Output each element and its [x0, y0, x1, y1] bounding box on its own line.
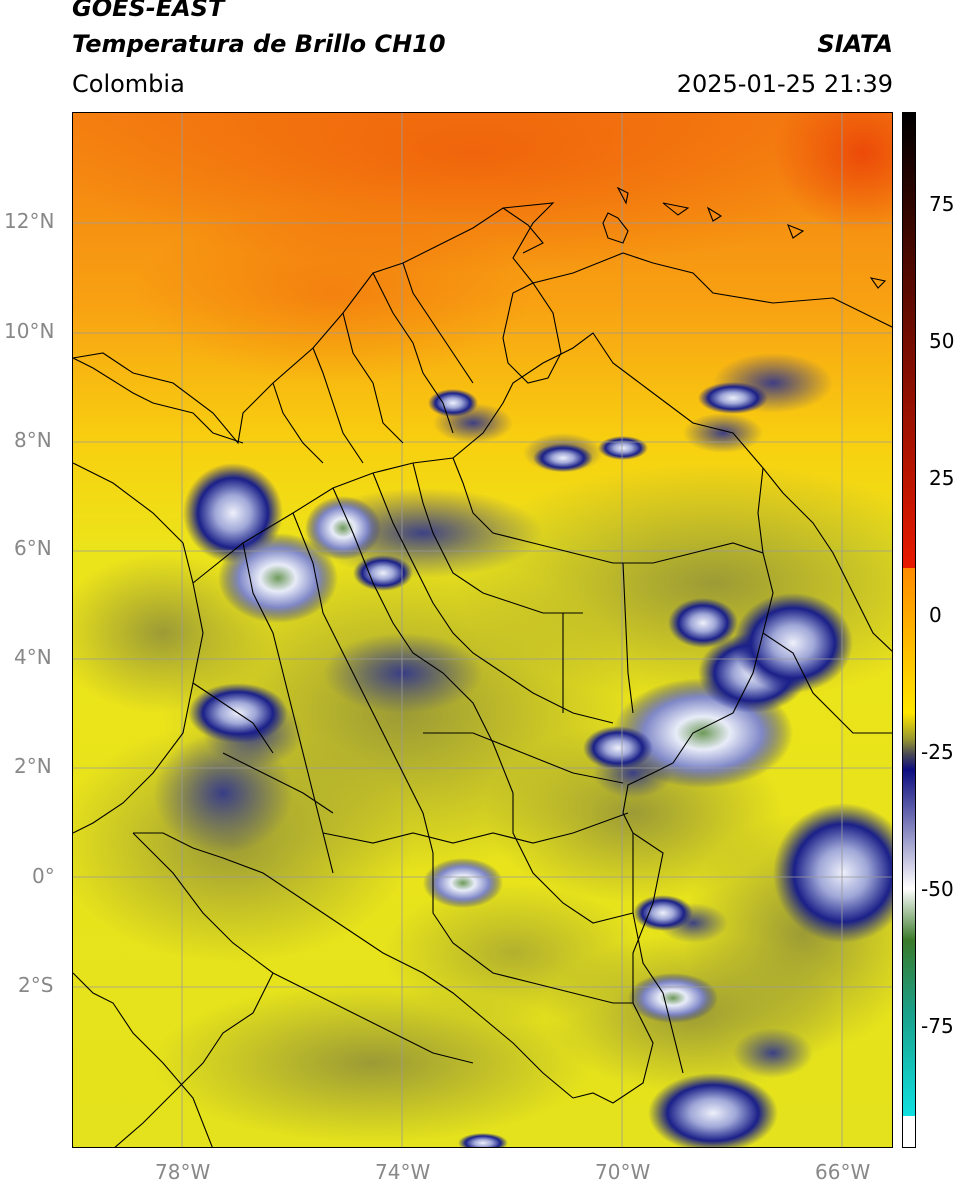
- lat-label: 12°N: [4, 209, 55, 233]
- lon-label: 78°W: [155, 1160, 211, 1184]
- lon-label: 70°W: [595, 1160, 651, 1184]
- satellite-map[interactable]: [72, 112, 893, 1148]
- colorbar-tick-label: 0: [929, 603, 942, 627]
- borders: [73, 186, 892, 1147]
- colorbar-tick-label: -50: [921, 877, 954, 901]
- convective-patches: [153, 353, 833, 1078]
- organization-label: SIATA: [817, 30, 893, 58]
- colorbar-tick-label: 50: [929, 329, 955, 353]
- lat-label: 6°N: [14, 536, 52, 560]
- lat-label: 0°: [32, 864, 55, 888]
- map-canvas: [73, 113, 892, 1147]
- satellite-title: GOES-EAST: [72, 0, 225, 22]
- colorbar-tick-label: -25: [921, 740, 954, 764]
- lon-label: 66°W: [815, 1160, 871, 1184]
- region-label: Colombia: [72, 70, 185, 98]
- colorbar-tick-label: 25: [929, 466, 955, 490]
- colorbar-tick-label: -75: [921, 1014, 954, 1038]
- colorbar: [902, 112, 916, 1148]
- timestamp-label: 2025-01-25 21:39: [676, 70, 893, 98]
- colorbar-tick-label: 75: [929, 192, 955, 216]
- lat-label: 10°N: [4, 319, 55, 343]
- lat-label: 8°N: [14, 428, 52, 452]
- lon-label: 74°W: [375, 1160, 431, 1184]
- lat-label: 4°N: [14, 645, 52, 669]
- product-title: Temperatura de Brillo CH10: [72, 30, 446, 58]
- cold-cloud-tops: [183, 382, 892, 1147]
- lat-label: 2°S: [18, 973, 54, 997]
- lat-label: 2°N: [14, 754, 52, 778]
